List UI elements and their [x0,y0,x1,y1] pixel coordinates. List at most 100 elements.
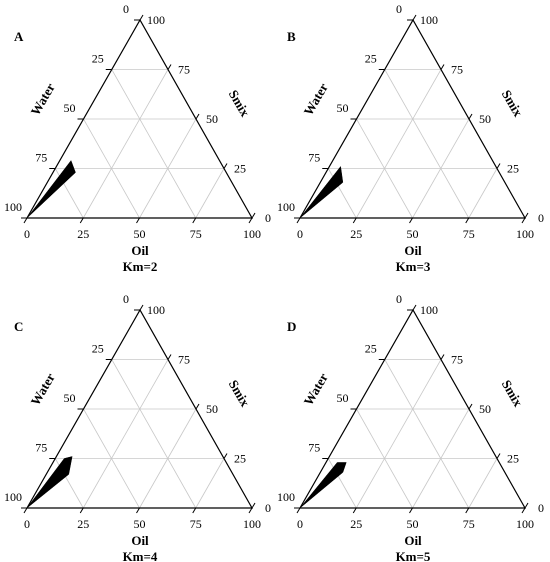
smix-tick-label: 50 [479,112,491,126]
panel-letter: C [14,319,23,334]
smix-axis-label: Smix [226,87,253,119]
tick-mark [412,14,417,21]
oil-tick-label: 0 [297,227,303,241]
water-tick-label: 100 [277,200,295,214]
smix-tick-label: 50 [206,402,218,416]
water-tick-label: 100 [4,490,22,504]
phase-region [299,165,344,219]
tick-mark [195,113,200,120]
tick-mark [409,217,413,224]
tick-mark [409,507,413,514]
smix-tick-label: 50 [479,402,491,416]
oil-tick-label: 0 [297,517,303,531]
water-tick-label: 0 [396,292,402,306]
grid-line [111,359,197,509]
oil-tick-label: 25 [350,227,362,241]
phase-region [26,160,76,219]
grid-line [412,408,470,509]
water-tick-label: 100 [277,490,295,504]
water-tick-label: 0 [123,2,129,16]
tick-mark [468,113,473,120]
chart-title: Km=4 [123,549,158,562]
grid-line [195,458,225,509]
tick-mark [465,507,470,514]
oil-tick-label: 100 [243,517,261,531]
oil-tick-label: 50 [407,227,419,241]
smix-tick-label: 0 [265,501,271,515]
grid-line [195,168,225,219]
grid-line [355,359,442,509]
panel-letter: A [14,29,24,44]
grid-line [327,458,357,509]
grid-line [356,118,413,219]
tick-mark [521,507,526,514]
oil-tick-label: 75 [463,227,475,241]
water-tick-label: 0 [396,2,402,16]
oil-axis-label: Oil [131,533,149,548]
water-tick-label: 25 [92,341,104,355]
oil-tick-label: 50 [134,227,146,241]
tick-mark [496,163,501,169]
tick-mark [465,217,470,224]
panel-letter: B [287,29,296,44]
grid-line [82,359,169,509]
grid-line [139,118,197,219]
smix-tick-label: 75 [451,352,463,366]
water-tick-label: 75 [308,150,320,164]
oil-axis-label: Oil [404,533,422,548]
tick-mark [412,304,417,311]
grid-line [468,168,498,219]
phase-region [299,462,347,509]
water-axis-label: Water [28,80,58,118]
water-tick-label: 25 [365,341,377,355]
panel-letter: D [287,319,296,334]
oil-tick-label: 100 [243,227,261,241]
smix-tick-label: 0 [538,501,544,515]
tick-mark [223,453,228,459]
water-tick-label: 25 [365,51,377,65]
tick-mark [23,217,28,224]
tick-mark [468,403,473,410]
tick-mark [352,217,357,224]
tick-mark [296,217,301,224]
tick-mark [223,163,228,169]
tick-mark [248,507,253,514]
grid-line [356,408,413,509]
oil-tick-label: 75 [190,227,202,241]
oil-tick-label: 25 [77,227,89,241]
water-tick-label: 100 [4,200,22,214]
smix-tick-label: 50 [206,112,218,126]
tick-mark [496,453,501,459]
grid-line [468,458,498,509]
smix-tick-label: 0 [265,211,271,225]
chart-title: Km=3 [396,259,431,274]
oil-axis-label: Oil [404,243,422,258]
tick-mark [192,217,197,224]
grid-line [355,69,442,219]
water-tick-label: 50 [337,391,349,405]
chart-title: Km=2 [123,259,158,274]
tick-mark [352,507,357,514]
oil-tick-label: 50 [134,517,146,531]
tick-mark [136,507,140,514]
oil-tick-label: 100 [516,227,534,241]
tick-mark [139,14,144,21]
tick-mark [167,354,172,360]
smix-tick-label: 25 [507,451,519,465]
tick-mark [521,217,526,224]
oil-tick-label: 50 [407,517,419,531]
tick-mark [524,212,529,219]
tick-mark [251,502,256,509]
tick-mark [192,507,197,514]
tick-mark [251,212,256,219]
grid-line [82,69,169,219]
water-tick-label: 25 [92,51,104,65]
water-axis-label: Water [301,80,331,118]
oil-tick-label: 25 [350,517,362,531]
smix-tick-label: 25 [234,451,246,465]
smix-tick-label: 75 [178,352,190,366]
tick-mark [248,217,253,224]
water-axis-label: Water [301,370,331,408]
grid-line [412,118,470,219]
